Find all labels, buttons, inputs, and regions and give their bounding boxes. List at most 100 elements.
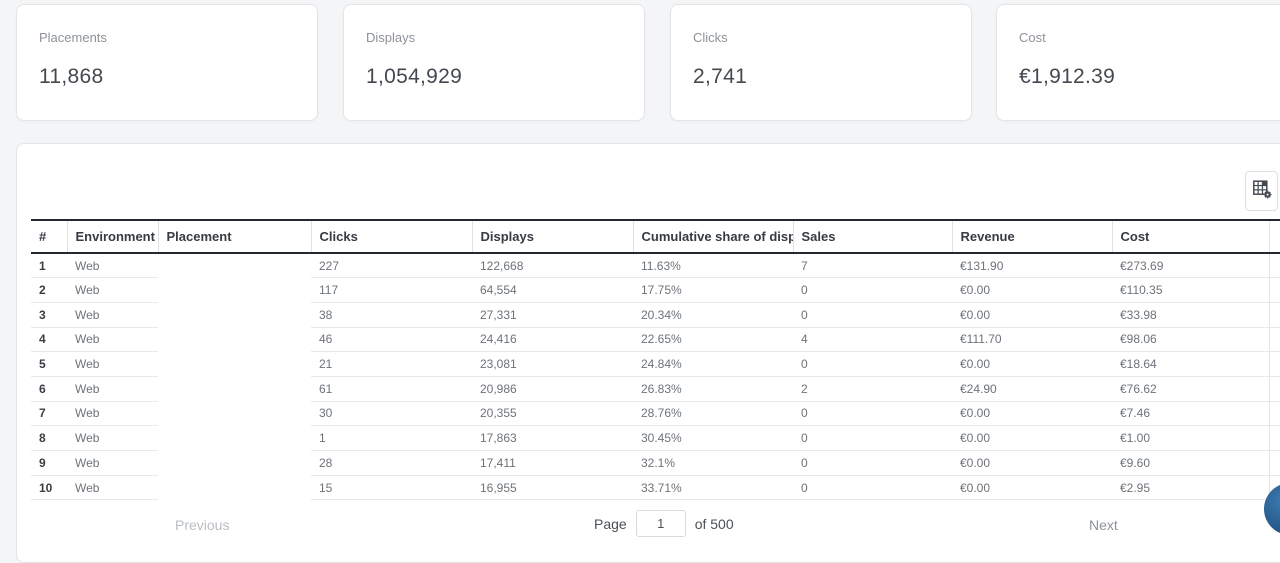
row-sales: 0 [793, 401, 952, 427]
row-displays: 24,416 [472, 327, 633, 353]
column-header-cost[interactable]: Cost [1111, 220, 1269, 254]
row-index: 8 [31, 425, 67, 451]
column-header-environment[interactable]: Environment [66, 220, 158, 254]
row-clicks: 15 [311, 475, 472, 501]
row-clipped-cell [1268, 401, 1280, 427]
row-index: 6 [31, 376, 67, 402]
stat-card-label: Clicks [693, 30, 728, 45]
row-cost: €273.69 [1112, 253, 1269, 279]
row-cumulative-share: 11.63% [633, 253, 793, 279]
row-cumulative-share: 33.71% [633, 475, 793, 501]
row-index: 5 [31, 351, 67, 377]
row-index: 7 [31, 401, 67, 427]
table-row[interactable]: 10 Web 15 16,955 33.71% 0 €0.00 €2.95 [31, 475, 1280, 501]
row-displays: 17,411 [472, 450, 633, 476]
row-cumulative-share: 17.75% [633, 277, 793, 303]
page-number-input[interactable] [635, 510, 686, 537]
stat-card-clicks: Clicks 2,741 [670, 4, 972, 121]
row-environment: Web [67, 277, 158, 303]
row-sales: 2 [793, 376, 952, 402]
row-revenue: €0.00 [952, 450, 1112, 476]
row-environment: Web [67, 253, 158, 279]
column-header-index[interactable]: # [31, 220, 67, 254]
column-header-displays[interactable]: Displays [471, 220, 633, 254]
column-header-clicks[interactable]: Clicks [310, 220, 472, 254]
row-environment: Web [67, 475, 158, 501]
row-displays: 64,554 [472, 277, 633, 303]
table-row[interactable]: 1 Web 227 122,668 11.63% 7 €131.90 €273.… [31, 253, 1280, 279]
row-revenue: €0.00 [952, 351, 1112, 377]
row-sales: 0 [793, 475, 952, 501]
row-cumulative-share: 28.76% [633, 401, 793, 427]
table-row[interactable]: 6 Web 61 20,986 26.83% 2 €24.90 €76.62 [31, 376, 1280, 402]
row-index: 4 [31, 327, 67, 353]
stat-card-label: Displays [366, 30, 416, 45]
page-indicator: Page of 500 [594, 510, 734, 537]
column-settings-button[interactable] [1245, 171, 1278, 211]
row-cumulative-share: 24.84% [633, 351, 793, 377]
row-placement [158, 475, 311, 500]
page-label: Page [594, 515, 627, 532]
row-clipped-cell [1268, 302, 1280, 328]
column-header-cumulative-share[interactable]: Cumulative share of displays [632, 220, 793, 254]
row-sales: 0 [793, 351, 952, 377]
row-displays: 27,331 [472, 302, 633, 328]
table-row[interactable]: 2 Web 117 64,554 17.75% 0 €0.00 €110.35 [31, 277, 1280, 303]
column-header-sales[interactable]: Sales [792, 220, 952, 254]
row-environment: Web [67, 327, 158, 353]
row-placement [158, 451, 311, 476]
row-sales: 7 [793, 253, 952, 279]
row-cost: €7.46 [1112, 401, 1269, 427]
row-placement [158, 401, 311, 426]
row-environment: Web [67, 401, 158, 427]
row-cumulative-share: 22.65% [633, 327, 793, 353]
row-cumulative-share: 20.34% [633, 302, 793, 328]
table-row[interactable]: 7 Web 30 20,355 28.76% 0 €0.00 €7.46 [31, 401, 1280, 427]
row-environment: Web [67, 351, 158, 377]
next-page-button[interactable]: Next [1089, 517, 1118, 533]
row-clicks: 30 [311, 401, 472, 427]
row-cumulative-share: 26.83% [633, 376, 793, 402]
row-revenue: €0.00 [952, 401, 1112, 427]
table-gear-icon [1251, 178, 1273, 205]
row-cost: €1.00 [1112, 425, 1269, 451]
row-sales: 4 [793, 327, 952, 353]
stat-card-placements: Placements 11,868 [16, 4, 318, 121]
row-clicks: 61 [311, 376, 472, 402]
previous-page-button[interactable]: Previous [175, 517, 230, 533]
row-revenue: €0.00 [952, 302, 1112, 328]
row-placement [158, 302, 311, 327]
row-environment: Web [67, 450, 158, 476]
row-environment: Web [67, 302, 158, 328]
column-header-revenue[interactable]: Revenue [951, 220, 1112, 254]
pagination-bar: Previous Page of 500 Next [17, 506, 1280, 546]
row-displays: 17,863 [472, 425, 633, 451]
table-row[interactable]: 5 Web 21 23,081 24.84% 0 €0.00 €18.64 [31, 351, 1280, 377]
stat-card-label: Cost [1019, 30, 1046, 45]
table-row[interactable]: 4 Web 46 24,416 22.65% 4 €111.70 €98.06 [31, 327, 1280, 353]
stat-card-value: 11,868 [39, 65, 104, 88]
row-index: 2 [31, 277, 67, 303]
row-cost: €2.95 [1112, 475, 1269, 501]
row-displays: 16,955 [472, 475, 633, 501]
row-clipped-cell [1268, 376, 1280, 402]
row-placement [158, 327, 311, 352]
column-header-placement[interactable]: Placement [157, 220, 311, 254]
placements-table-card: # Environment Placement Clicks Displays … [16, 143, 1280, 563]
table-row[interactable]: 9 Web 28 17,411 32.1% 0 €0.00 €9.60 [31, 450, 1280, 476]
row-displays: 23,081 [472, 351, 633, 377]
chat-widget-button[interactable] [1264, 483, 1280, 535]
row-clipped-cell [1268, 351, 1280, 377]
table-row[interactable]: 3 Web 38 27,331 20.34% 0 €0.00 €33.98 [31, 302, 1280, 328]
row-cost: €98.06 [1112, 327, 1269, 353]
row-index: 3 [31, 302, 67, 328]
row-clipped-cell [1268, 327, 1280, 353]
row-index: 10 [31, 475, 67, 501]
row-revenue: €24.90 [952, 376, 1112, 402]
row-clicks: 46 [311, 327, 472, 353]
row-placement [158, 253, 311, 278]
table-row[interactable]: 8 Web 1 17,863 30.45% 0 €0.00 €1.00 [31, 425, 1280, 451]
stat-card-value: 1,054,929 [366, 65, 463, 88]
row-cumulative-share: 32.1% [633, 450, 793, 476]
row-clicks: 38 [311, 302, 472, 328]
